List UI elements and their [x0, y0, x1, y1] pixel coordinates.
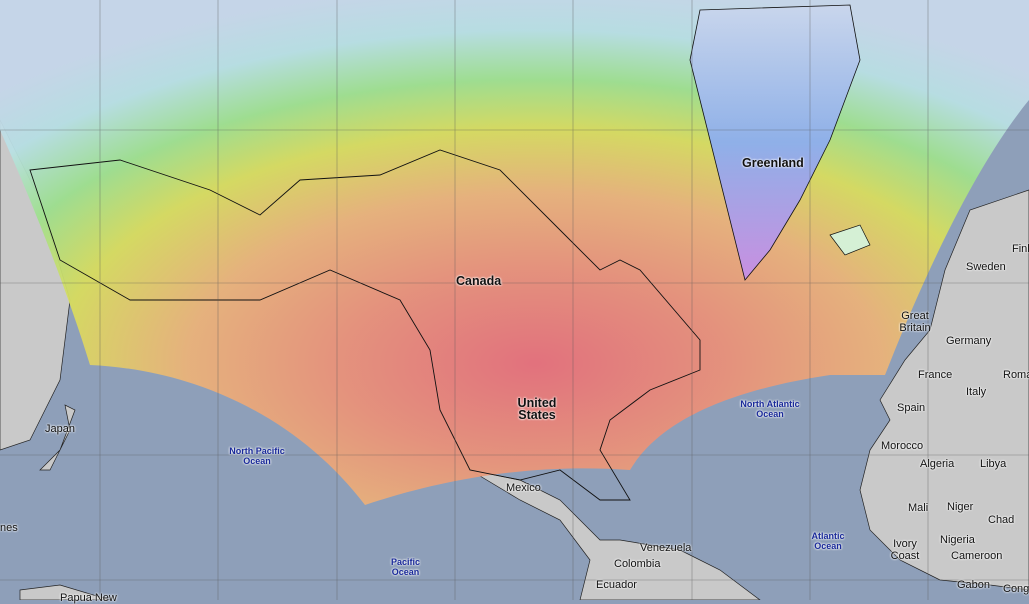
label-ivory-coast: Ivory Coast: [890, 538, 920, 562]
label-romania: Roma: [1003, 369, 1029, 381]
label-france: France: [918, 369, 953, 381]
label-pacific: Pacific Ocean: [390, 557, 421, 577]
label-finland: Finla: [1012, 243, 1029, 255]
label-algeria: Algeria: [920, 458, 955, 470]
label-morocco: Morocco: [881, 440, 924, 452]
temperature-overlay: [0, 0, 1029, 505]
label-north-atlantic: North Atlantic Ocean: [740, 399, 800, 419]
label-great-britain: Great Britain: [899, 310, 931, 334]
label-libya: Libya: [980, 458, 1007, 470]
label-philippines: nes: [0, 522, 18, 534]
label-germany: Germany: [946, 335, 992, 347]
land-iceland: [829, 224, 871, 256]
label-japan: Japan: [45, 423, 75, 435]
label-gabon: Gabon: [957, 579, 991, 591]
label-chad: Chad: [988, 514, 1015, 526]
label-italy: Italy: [966, 386, 987, 398]
label-north-pacific: North Pacific Ocean: [229, 446, 285, 466]
land-papua: [19, 584, 111, 600]
label-niger: Niger: [947, 501, 974, 513]
label-cameroon: Cameroon: [951, 550, 1003, 562]
land-central-america: [469, 469, 761, 600]
label-venezuela: Venezuela: [640, 542, 692, 554]
label-atlantic: Atlantic Ocean: [811, 531, 845, 551]
land-japan: [39, 404, 76, 471]
land-europe-africa: [859, 189, 1029, 591]
label-spain: Spain: [897, 402, 926, 414]
label-congo: Cong: [1003, 583, 1029, 595]
label-colombia: Colombia: [614, 558, 661, 570]
land-north-america-outline: [29, 149, 701, 501]
land-greenland: [689, 4, 861, 281]
label-greenland: Greenland: [742, 156, 804, 170]
label-mali: Mali: [908, 502, 929, 514]
label-mexico: Mexico: [506, 482, 541, 494]
label-nigeria: Nigeria: [940, 534, 975, 546]
label-sweden: Sweden: [966, 261, 1006, 273]
label-canada: Canada: [456, 274, 502, 288]
label-papua: Papua New: [60, 592, 117, 604]
label-united-states: United States: [517, 396, 557, 422]
label-ecuador: Ecuador: [596, 579, 637, 591]
